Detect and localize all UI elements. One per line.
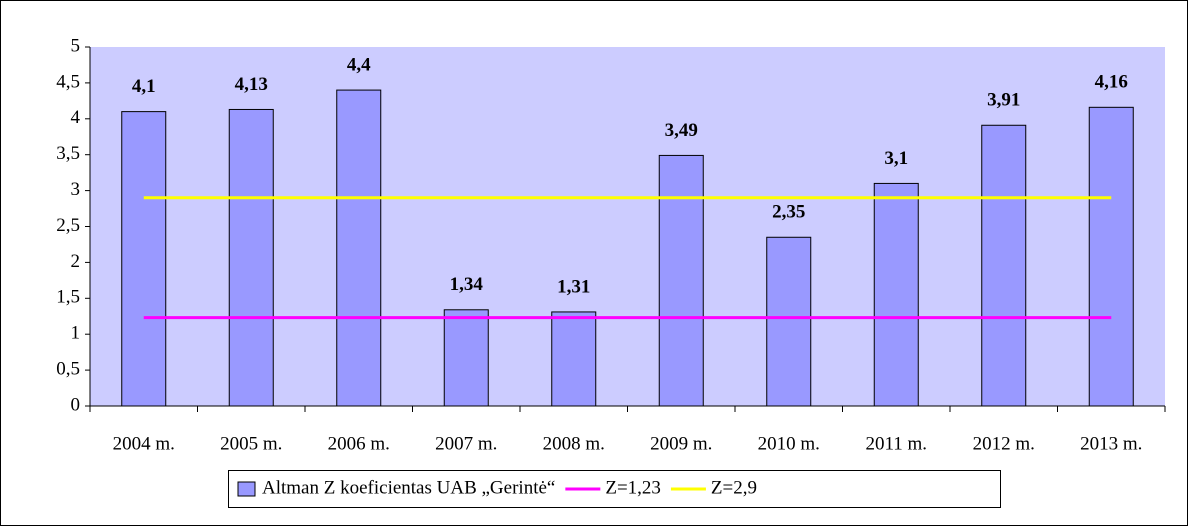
- y-tick-label: 4: [71, 107, 81, 128]
- legend-label: Z=1,23: [605, 477, 661, 498]
- y-tick-label: 3,5: [56, 143, 80, 164]
- bar: [658, 154, 704, 407]
- y-tick-label: 2: [71, 251, 81, 272]
- x-tick-label: 2007 m.: [435, 433, 497, 454]
- data-label: 3,49: [665, 120, 698, 141]
- x-tick-label: 2009 m.: [650, 433, 712, 454]
- data-label: 1,31: [557, 276, 590, 297]
- y-tick-label: 1: [71, 323, 81, 344]
- bar: [228, 108, 274, 407]
- bar: [873, 182, 919, 407]
- x-tick-label: 2010 m.: [758, 433, 820, 454]
- x-tick-label: 2011 m.: [865, 433, 927, 454]
- data-label: 1,34: [450, 274, 484, 295]
- y-tick-label: 0,5: [56, 358, 80, 379]
- x-tick-label: 2008 m.: [543, 433, 605, 454]
- bar: [1088, 106, 1134, 407]
- y-tick-label: 3: [71, 179, 81, 200]
- legend-box: [228, 470, 1001, 508]
- x-tick-label: 2013 m.: [1080, 433, 1142, 454]
- bar: [336, 89, 382, 407]
- y-tick-label: 1,5: [56, 287, 80, 308]
- bar: [551, 311, 597, 407]
- data-label: 4,1: [132, 76, 156, 97]
- y-tick-label: 2,5: [56, 215, 80, 236]
- bar: [766, 236, 812, 407]
- bar: [443, 309, 489, 407]
- x-tick-label: 2012 m.: [973, 433, 1035, 454]
- data-label: 4,4: [347, 54, 371, 75]
- legend-label: Altman Z koeficientas UAB „Gerintė“: [262, 477, 555, 498]
- legend-label: Z=2,9: [711, 477, 757, 498]
- y-tick-label: 0: [71, 394, 81, 415]
- data-label: 4,13: [235, 74, 268, 95]
- y-tick-label: 4,5: [56, 71, 80, 92]
- x-tick-label: 2005 m.: [220, 433, 282, 454]
- x-tick-label: 2004 m.: [113, 433, 175, 454]
- legend-swatch: [237, 481, 256, 497]
- bar: [121, 111, 167, 407]
- x-tick-label: 2006 m.: [328, 433, 390, 454]
- bar: [981, 124, 1027, 407]
- y-tick-label: 5: [71, 35, 81, 56]
- data-label: 3,1: [884, 148, 908, 169]
- data-label: 2,35: [772, 202, 805, 223]
- data-label: 4,16: [1095, 72, 1128, 93]
- data-label: 3,91: [987, 90, 1020, 111]
